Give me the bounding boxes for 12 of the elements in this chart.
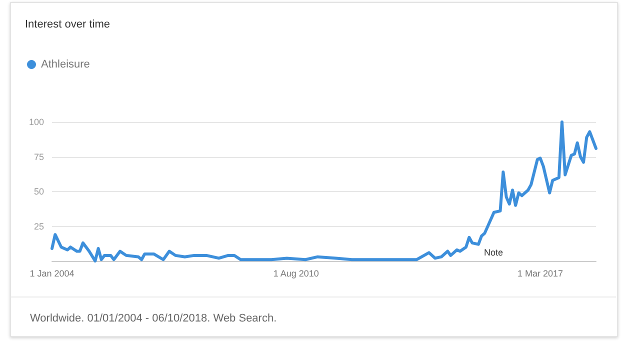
chart-title: Interest over time	[25, 18, 110, 30]
x-tick-label: 1 Aug 2010	[273, 268, 319, 278]
y-tick-label: 75	[34, 152, 44, 162]
x-tick-label: 1 Jan 2004	[30, 268, 74, 278]
legend-label: Athleisure	[41, 58, 90, 70]
annotation: Note	[484, 248, 504, 258]
line-series	[50, 120, 598, 262]
text: Worldwide. 01/01/2004 - 06/10/2018. Web Search.	[30, 312, 277, 324]
x-tick-label: 1 Mar 2017	[517, 268, 564, 278]
y-tick-label: 100	[28, 117, 44, 127]
y-tick-label: 25	[34, 221, 44, 232]
y-tick-label: 50	[34, 186, 44, 196]
